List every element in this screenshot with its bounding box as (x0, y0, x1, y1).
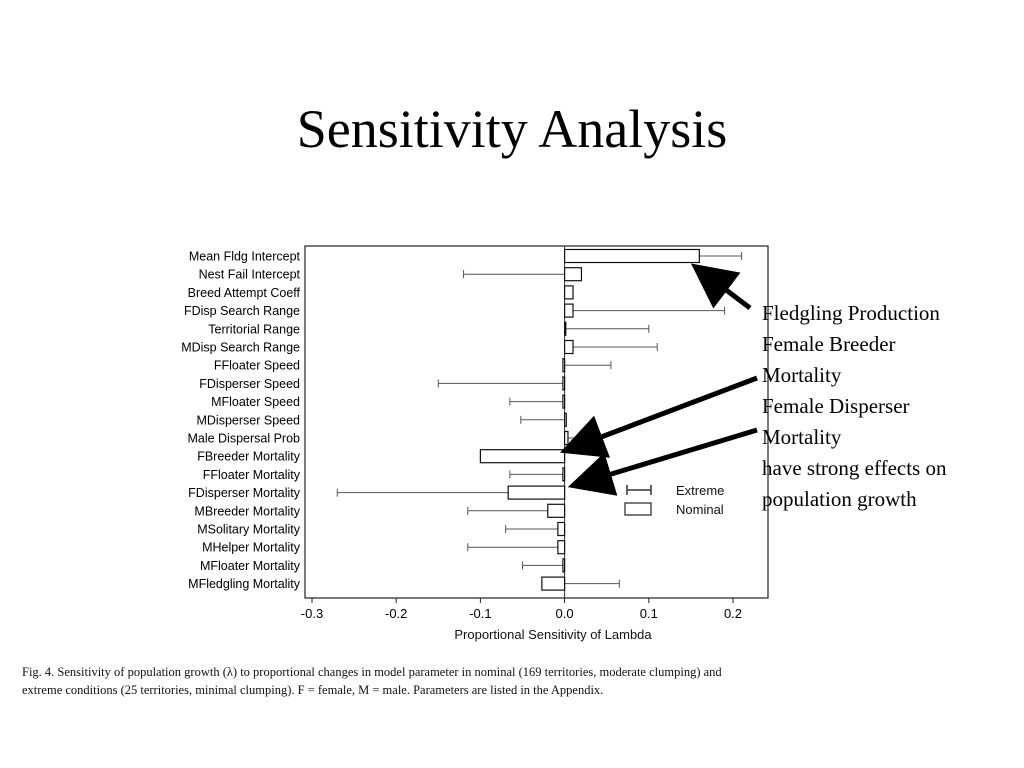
x-tick-label: 0.2 (724, 606, 742, 621)
arrow-female-breeder-mortality (559, 375, 758, 458)
nominal-bar (557, 521, 566, 537)
callout-line: Mortality (762, 425, 842, 449)
callout-text: Fledgling Production Female Breeder Mort… (762, 298, 1022, 515)
x-tick-label: -0.1 (469, 606, 491, 621)
nominal-bar (507, 485, 566, 500)
nominal-bar (541, 576, 566, 591)
legend-extreme-label: Extreme (676, 483, 724, 498)
x-axis-label: Proportional Sensitivity of Lambda (454, 627, 652, 642)
legend-nominal-symbol (624, 502, 652, 516)
nominal-bar (563, 430, 569, 446)
nominal-bar (547, 503, 566, 518)
category-label: Territorial Range (208, 322, 300, 336)
category-label: Mean Fldg Intercept (189, 250, 301, 264)
figure-caption: Fig. 4. Sensitivity of population growth… (22, 663, 922, 699)
nominal-bar (563, 285, 574, 300)
plot-frame (304, 245, 769, 599)
arrow-female-disperser-mortality (567, 427, 758, 496)
category-label: MFledgling Mortality (188, 577, 301, 591)
callout-line: population growth (762, 487, 917, 511)
legend-nominal-label: Nominal (676, 502, 724, 517)
category-label: FFloater Speed (214, 359, 300, 373)
category-label: FDisperser Mortality (188, 486, 301, 500)
nominal-bar (562, 358, 566, 373)
callout-line: have strong effects on (762, 456, 947, 480)
category-label: Breed Attempt Coeff (188, 286, 301, 300)
nominal-bar (563, 267, 583, 282)
caption-line: Fig. 4. Sensitivity of population growth… (22, 665, 722, 679)
callout-line: Fledgling Production (762, 301, 940, 325)
category-label: MFloater Mortality (200, 559, 301, 573)
nominal-bar (562, 376, 566, 391)
caption-line: extreme conditions (25 territories, mini… (22, 683, 604, 697)
x-tick-label: -0.3 (301, 606, 323, 621)
nominal-bar (562, 558, 566, 573)
callout-line: Mortality (762, 363, 842, 387)
callout-line: Female Disperser (762, 394, 910, 418)
category-label: FDisp Search Range (184, 304, 300, 318)
x-tick-label: -0.2 (385, 606, 407, 621)
x-tick-label: 0.0 (556, 606, 574, 621)
category-label: MFloater Speed (211, 395, 300, 409)
nominal-bar (557, 540, 566, 555)
x-tick-label: 0.1 (640, 606, 658, 621)
category-label: FBreeder Mortality (197, 450, 301, 464)
nominal-bar (563, 248, 700, 264)
category-label: MHelper Mortality (202, 541, 301, 555)
category-label: Nest Fail Intercept (199, 268, 301, 282)
category-label: Male Dispersal Prob (187, 432, 300, 446)
category-label: MSolitary Mortality (197, 523, 301, 537)
nominal-bar (562, 467, 566, 482)
nominal-bar (563, 412, 567, 427)
nominal-bar (563, 303, 574, 318)
nominal-bar (562, 394, 566, 409)
legend: Extreme Nominal (624, 483, 724, 517)
category-label: MDisp Search Range (181, 341, 300, 355)
arrow-fledgling-production (691, 263, 752, 310)
callout-line: Female Breeder (762, 332, 896, 356)
slide-title: Sensitivity Analysis (296, 99, 728, 159)
nominal-bar (479, 449, 566, 464)
category-label: MDisperser Speed (196, 413, 300, 427)
category-label: FFloater Mortality (203, 468, 301, 482)
category-label: FDisperser Speed (199, 377, 300, 391)
nominal-bar (563, 321, 567, 336)
category-label: MBreeder Mortality (194, 504, 300, 518)
nominal-bar (563, 339, 574, 355)
